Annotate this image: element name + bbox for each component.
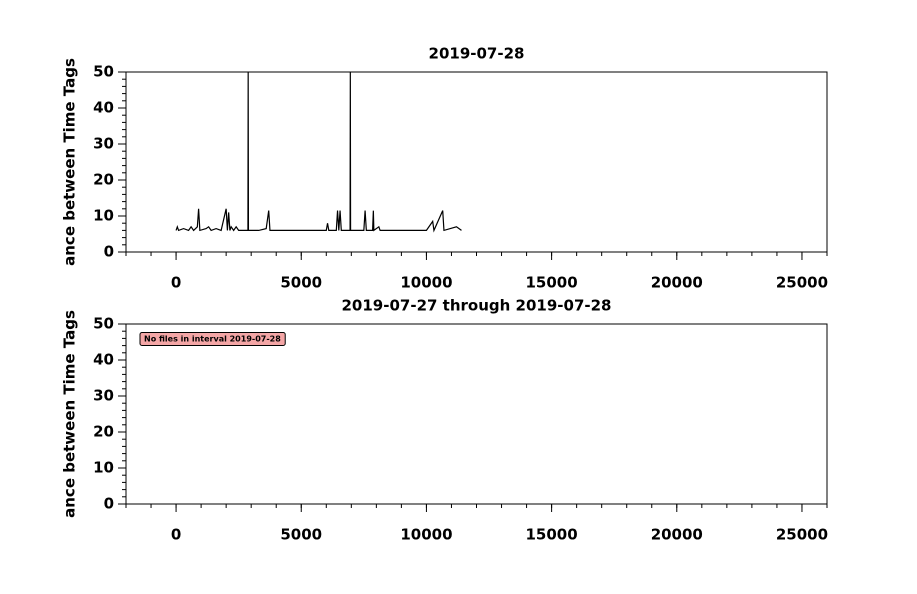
annotation: No files in interval 2019-07-28: [139, 332, 286, 346]
y-tick-label: 50: [93, 315, 114, 333]
y-tick-label: 10: [93, 459, 114, 477]
y-tick-label: 10: [93, 207, 114, 225]
y-tick-label: 40: [93, 351, 114, 369]
y-tick-label: 50: [93, 63, 114, 81]
plot-frame: [125, 71, 828, 253]
x-tick-label: 25000: [776, 274, 828, 292]
y-tick-label: 20: [93, 423, 114, 441]
x-tick-label: 10000: [400, 526, 452, 544]
y-tick-label: 30: [93, 387, 114, 405]
x-tick-label: 20000: [651, 526, 703, 544]
data-line: [175, 71, 462, 233]
y-axis-label: ance between Time Tags: [61, 310, 79, 518]
x-tick-label: 10000: [400, 274, 452, 292]
annotation-text: No files in interval 2019-07-28: [144, 335, 281, 344]
plot-frame: [125, 323, 828, 505]
y-tick-label: 20: [93, 171, 114, 189]
x-tick-label: 0: [171, 274, 181, 292]
x-tick-label: 15000: [526, 274, 578, 292]
x-tick-label: 5000: [280, 274, 322, 292]
x-tick-label: 25000: [776, 526, 828, 544]
y-axis-label: ance between Time Tags: [61, 58, 79, 266]
x-tick-label: 15000: [526, 526, 578, 544]
y-tick-label: 0: [104, 495, 114, 513]
x-tick-label: 20000: [651, 274, 703, 292]
y-tick-label: 0: [104, 243, 114, 261]
y-tick-label: 40: [93, 99, 114, 117]
x-tick-label: 0: [171, 526, 181, 544]
x-tick-label: 5000: [280, 526, 322, 544]
y-tick-label: 30: [93, 135, 114, 153]
chart-title: 2019-07-27 through 2019-07-28: [342, 297, 612, 315]
annotation-box: [139, 332, 286, 346]
chart-title: 2019-07-28: [429, 45, 525, 63]
